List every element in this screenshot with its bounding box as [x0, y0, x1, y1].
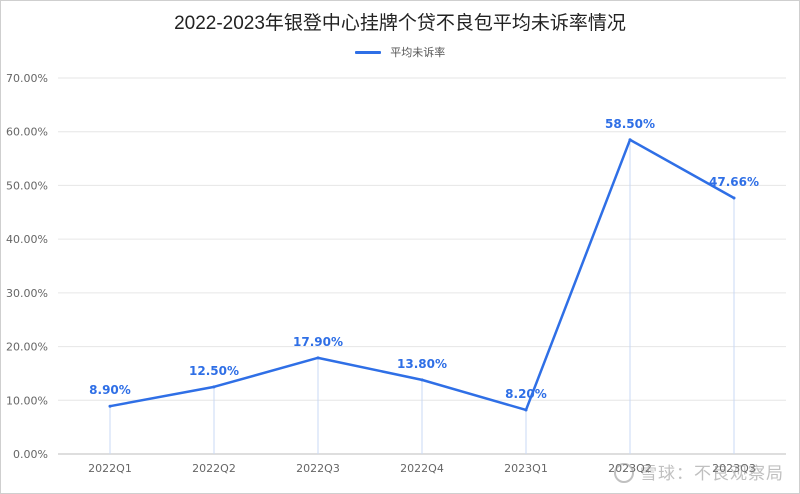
data-point [420, 378, 424, 382]
data-point [732, 196, 736, 200]
x-tick-label: 2023Q3 [712, 462, 756, 475]
chart-title: 2022-2023年银登中心挂牌个贷不良包平均未诉率情况 [174, 13, 626, 34]
watermark-text: 雪球：不良观察局 [640, 464, 784, 484]
data-point [628, 138, 632, 142]
x-tick-label: 2022Q2 [192, 462, 236, 475]
x-tick-label: 2022Q1 [88, 462, 132, 475]
watermark: 雪球：不良观察局 [614, 459, 784, 484]
data-label: 8.20% [505, 387, 547, 401]
x-tick-label: 2022Q3 [296, 462, 340, 475]
y-tick-label: 70.00% [6, 72, 48, 85]
x-tick-label: 2022Q4 [400, 462, 444, 475]
data-label: 47.66% [709, 175, 759, 189]
y-tick-label: 40.00% [6, 233, 48, 246]
data-label: 58.50% [605, 117, 655, 131]
y-tick-label: 0.00% [13, 448, 48, 461]
x-tick-label: 2023Q1 [504, 462, 548, 475]
data-point [316, 356, 320, 360]
data-point [524, 408, 528, 412]
legend-swatch [354, 50, 381, 54]
data-point [212, 385, 216, 389]
y-tick-label: 10.00% [6, 394, 48, 407]
legend-label: 平均未诉率 [390, 46, 446, 59]
data-label: 8.90% [89, 383, 131, 397]
snowball-logo-icon [614, 463, 634, 483]
y-tick-label: 50.00% [6, 179, 48, 192]
y-tick-label: 60.00% [6, 126, 48, 139]
data-label: 17.90% [293, 335, 343, 349]
chart-legend[interactable]: 平均未诉率 [0, 44, 800, 60]
data-label: 12.50% [189, 364, 239, 378]
y-tick-label: 30.00% [6, 287, 48, 300]
data-point [108, 404, 112, 408]
data-label: 13.80% [397, 357, 447, 371]
y-tick-label: 20.00% [6, 341, 48, 354]
